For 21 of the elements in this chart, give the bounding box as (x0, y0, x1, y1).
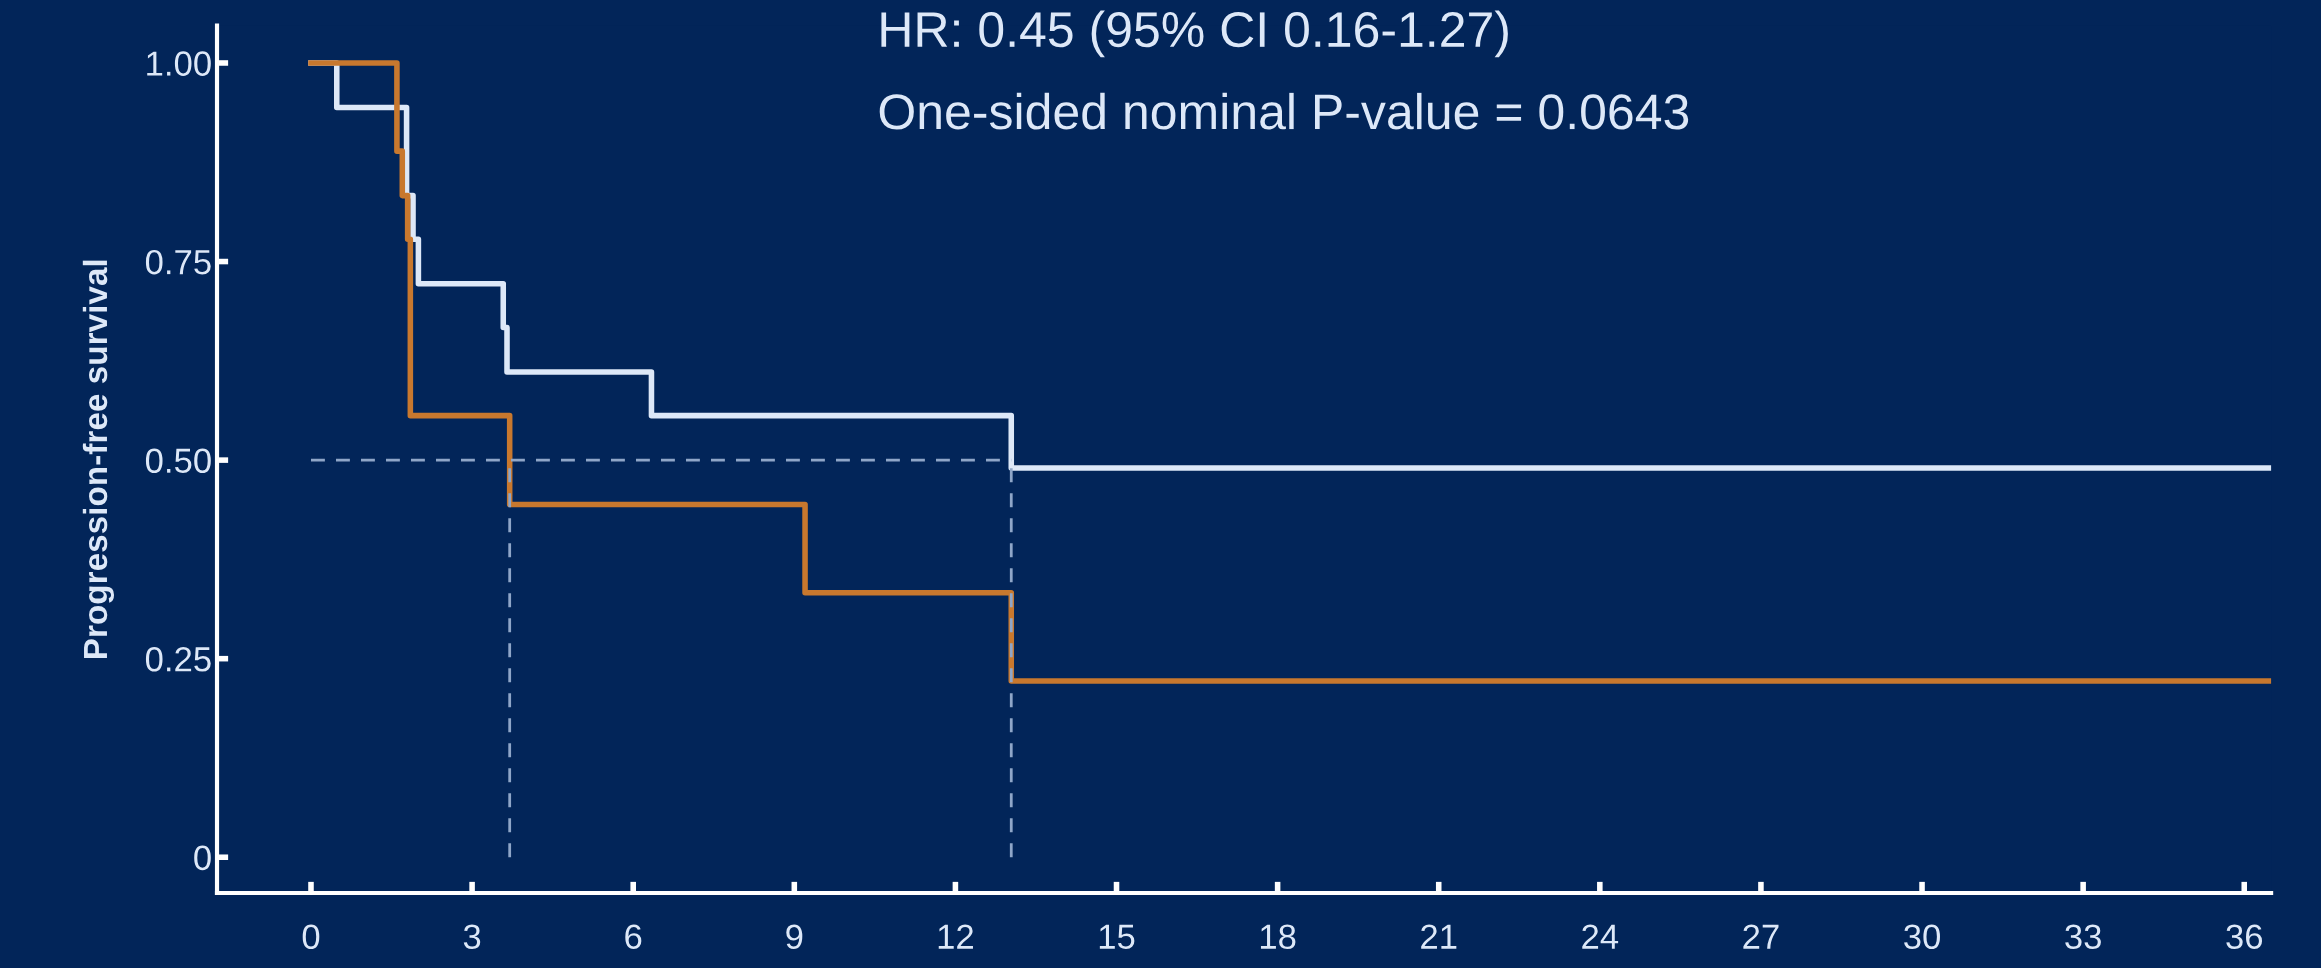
annotation: One-sided nominal P-value = 0.0643 (879, 92, 1689, 130)
y-tick-label: 0.25 (145, 647, 211, 672)
y-tick-label: 0.75 (145, 249, 211, 275)
annotation: HR: 0.45 (95% CI 0.16-1.27) (881, 10, 1508, 58)
x-tick-label: 27 (1743, 924, 1779, 949)
y-tick-label: 1.00 (147, 51, 211, 76)
x-tick-label: 15 (1099, 924, 1135, 950)
x-tick-label: 9 (786, 924, 803, 950)
x-tick-label: 3 (463, 924, 481, 950)
y-axis-title: Progression-free survival (82, 260, 115, 659)
x-tick-label: 0 (302, 924, 320, 950)
x-tick-label: 21 (1421, 924, 1457, 949)
x-tick-label: 24 (1582, 924, 1619, 949)
y-tick-label: 0.50 (145, 448, 211, 474)
x-tick-label: 33 (2065, 924, 2101, 950)
x-tick-label: 18 (1260, 924, 1296, 950)
y-tick-label: 0 (194, 845, 211, 871)
x-tick-label: 36 (2226, 924, 2263, 950)
x-tick-label: 30 (1904, 924, 1940, 950)
x-tick-label: 6 (625, 924, 642, 950)
x-tick-label: 12 (938, 924, 973, 949)
